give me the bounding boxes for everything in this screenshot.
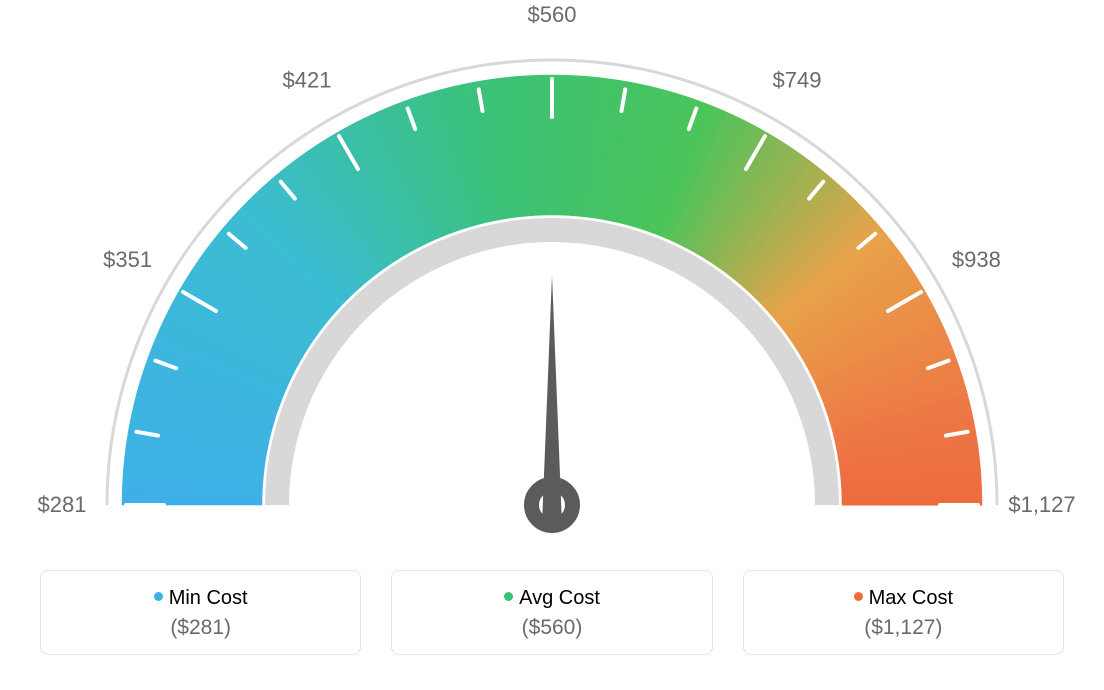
legend-min-title: Min Cost — [41, 587, 360, 610]
legend-max-label: Max Cost — [869, 587, 953, 609]
tick-label: $421 — [283, 68, 332, 93]
tick-label: $351 — [103, 247, 152, 272]
legend-min-label: Min Cost — [169, 587, 248, 609]
legend-max-value: ($1,127) — [744, 616, 1063, 640]
dot-icon — [154, 592, 163, 601]
legend-max-title: Max Cost — [744, 587, 1063, 610]
legend-min-value: ($281) — [41, 616, 360, 640]
legend-max: Max Cost ($1,127) — [743, 570, 1064, 655]
dot-icon — [504, 592, 513, 601]
legend-avg-title: Avg Cost — [392, 587, 711, 610]
tick-label: $281 — [38, 492, 87, 517]
tick-label: $1,127 — [1008, 492, 1075, 517]
legend-avg-value: ($560) — [392, 616, 711, 640]
tick-label: $749 — [773, 68, 822, 93]
cost-gauge-chart: $281 $351 $421 $560 $749 $938 $1,127 Min Cost … — [0, 0, 1104, 690]
legend-min: Min Cost ($281) — [40, 570, 361, 655]
gauge-area: $281 $351 $421 $560 $749 $938 $1,127 — [0, 0, 1104, 560]
gauge-svg: $281 $351 $421 $560 $749 $938 $1,127 — [0, 0, 1104, 560]
dot-icon — [854, 592, 863, 601]
tick-label: $560 — [528, 2, 577, 27]
legend-avg: Avg Cost ($560) — [391, 570, 712, 655]
legend-row: Min Cost ($281) Avg Cost ($560) Max Cost… — [0, 570, 1104, 655]
legend-avg-label: Avg Cost — [519, 587, 600, 609]
tick-label: $938 — [952, 247, 1001, 272]
